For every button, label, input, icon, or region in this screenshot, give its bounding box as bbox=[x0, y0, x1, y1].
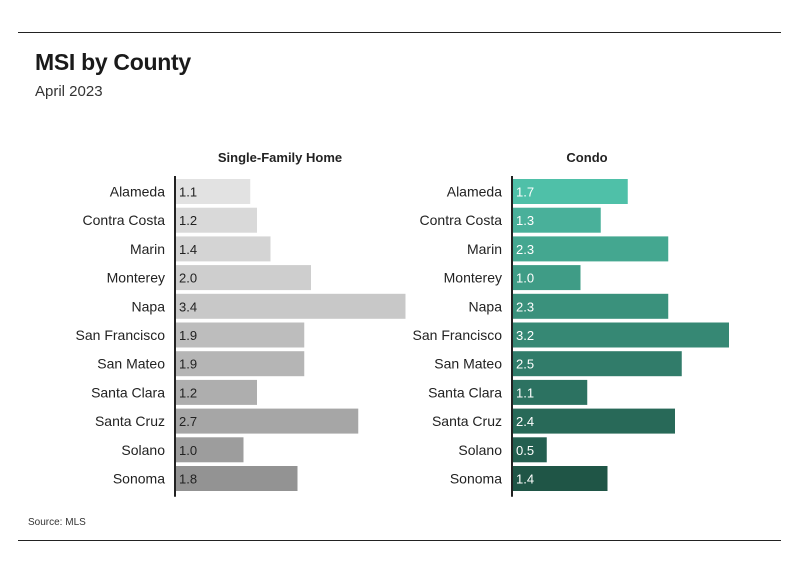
condo-bar-7 bbox=[513, 379, 588, 405]
condo-category-label-7: Santa Clara bbox=[428, 384, 502, 400]
panel-title-single-family: Single-Family Home bbox=[217, 150, 343, 165]
condo-bar-4 bbox=[513, 293, 669, 319]
condo-category-label-9: Solano bbox=[458, 442, 502, 458]
sfh-bar-3 bbox=[176, 265, 311, 291]
sfh-bar-9 bbox=[176, 437, 244, 463]
sfh-value-label-10: 1.8 bbox=[179, 472, 197, 487]
chart-title: MSI by County bbox=[35, 49, 191, 75]
sfh-value-label-9: 1.0 bbox=[179, 443, 197, 458]
condo-bar-10 bbox=[513, 466, 608, 491]
condo-bar-5 bbox=[513, 322, 729, 348]
sfh-category-label-10: Sonoma bbox=[113, 471, 165, 487]
sfh-category-label-6: San Mateo bbox=[97, 356, 165, 372]
condo-bar-0 bbox=[513, 179, 628, 204]
condo-category-label-0: Alameda bbox=[447, 184, 502, 200]
condo-bar-1 bbox=[513, 207, 601, 233]
sfh-category-label-9: Solano bbox=[121, 442, 165, 458]
condo-bar-8 bbox=[513, 408, 675, 434]
sfh-category-label-5: San Francisco bbox=[76, 327, 166, 343]
condo-value-label-5: 3.2 bbox=[516, 328, 534, 343]
sfh-category-label-1: Contra Costa bbox=[83, 212, 166, 228]
sfh-value-label-1: 1.2 bbox=[179, 213, 197, 228]
sfh-bar-6 bbox=[176, 351, 305, 377]
sfh-value-label-8: 2.7 bbox=[179, 414, 197, 429]
sfh-category-label-4: Napa bbox=[132, 298, 166, 314]
condo-value-label-10: 1.4 bbox=[516, 472, 534, 487]
sfh-value-label-7: 1.2 bbox=[179, 385, 197, 400]
sfh-value-label-5: 1.9 bbox=[179, 328, 197, 343]
sfh-value-label-6: 1.9 bbox=[179, 357, 197, 372]
sfh-bar-5 bbox=[176, 322, 305, 348]
sfh-category-label-8: Santa Cruz bbox=[95, 413, 165, 429]
condo-bar-6 bbox=[513, 351, 682, 377]
sfh-category-label-2: Marin bbox=[130, 241, 165, 257]
sfh-bar-10 bbox=[176, 466, 298, 491]
condo-category-label-6: San Mateo bbox=[434, 356, 502, 372]
condo-category-label-4: Napa bbox=[469, 298, 503, 314]
condo-category-label-1: Contra Costa bbox=[420, 212, 503, 228]
condo-value-label-7: 1.1 bbox=[516, 385, 534, 400]
sfh-bar-7 bbox=[176, 379, 257, 405]
sfh-bar-0 bbox=[176, 179, 251, 204]
condo-bar-9 bbox=[513, 437, 547, 463]
condo-value-label-3: 1.0 bbox=[516, 271, 534, 286]
sfh-value-label-2: 1.4 bbox=[179, 242, 197, 257]
condo-value-label-0: 1.7 bbox=[516, 185, 534, 200]
condo-bar-3 bbox=[513, 265, 581, 291]
condo-category-label-5: San Francisco bbox=[413, 327, 503, 343]
sfh-category-label-7: Santa Clara bbox=[91, 384, 165, 400]
condo-category-label-3: Monterey bbox=[444, 270, 502, 286]
condo-value-label-4: 2.3 bbox=[516, 299, 534, 314]
bottom-rule bbox=[18, 540, 781, 541]
condo-value-label-2: 2.3 bbox=[516, 242, 534, 257]
condo-category-label-2: Marin bbox=[467, 241, 502, 257]
sfh-bar-1 bbox=[176, 207, 257, 233]
sfh-category-label-0: Alameda bbox=[110, 184, 165, 200]
condo-value-label-8: 2.4 bbox=[516, 414, 534, 429]
condo-category-label-8: Santa Cruz bbox=[432, 413, 502, 429]
sfh-category-label-3: Monterey bbox=[107, 270, 165, 286]
condo-category-label-10: Sonoma bbox=[450, 471, 502, 487]
condo-value-label-6: 2.5 bbox=[516, 357, 534, 372]
sfh-value-label-3: 2.0 bbox=[179, 271, 197, 286]
panel-title-condo: Condo bbox=[566, 150, 608, 165]
source-note: Source: MLS bbox=[28, 517, 86, 528]
condo-value-label-9: 0.5 bbox=[516, 443, 534, 458]
sfh-value-label-0: 1.1 bbox=[179, 185, 197, 200]
top-rule bbox=[18, 32, 781, 33]
chart-subtitle: April 2023 bbox=[35, 83, 103, 100]
sfh-bar-8 bbox=[176, 408, 359, 434]
sfh-value-label-4: 3.4 bbox=[179, 299, 197, 314]
sfh-bar-2 bbox=[176, 236, 271, 262]
condo-bar-2 bbox=[513, 236, 669, 262]
sfh-bar-4 bbox=[176, 293, 406, 319]
condo-value-label-1: 1.3 bbox=[516, 213, 534, 228]
